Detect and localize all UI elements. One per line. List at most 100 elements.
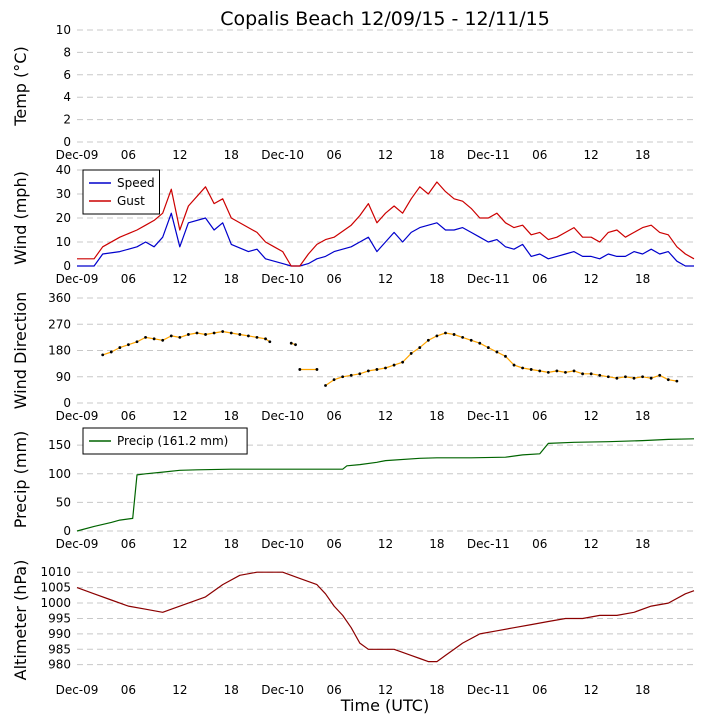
temp-ytick-label: 2 (63, 113, 71, 127)
direction-series-point (641, 375, 644, 379)
precip-xtick-label: 06 (532, 537, 547, 551)
direction-series-point (435, 334, 439, 338)
wind-legend-label: Speed (117, 176, 155, 190)
direction-series-point (624, 375, 627, 379)
direction-series-point (341, 375, 345, 379)
direction-series-point (606, 375, 610, 379)
direction-series-point (675, 379, 679, 383)
altimeter-xtick-label: 18 (635, 683, 650, 697)
altimeter-ylabel: Altimeter (hPa) (11, 560, 30, 681)
direction-series-point (109, 350, 113, 354)
direction-series-point (598, 373, 602, 377)
direction-series-point (212, 331, 216, 335)
wind-ylabel: Wind (mph) (11, 171, 30, 265)
direction-xtick-label: 18 (224, 409, 239, 423)
direction-series-point (195, 331, 199, 335)
temp-xtick-label: 12 (584, 148, 599, 162)
wind-ytick-label: 40 (56, 163, 71, 177)
direction-series-point (409, 352, 413, 355)
altimeter-series-altimeter-line (76, 571, 695, 663)
direction-ytick-label: 0 (63, 396, 71, 410)
direction-series-point (564, 370, 567, 374)
wind-ytick-label: 20 (56, 211, 71, 225)
direction-xtick-label: 18 (429, 409, 444, 423)
wind-xtick-label: Dec-09 (56, 272, 99, 286)
temp-ytick-label: 8 (63, 45, 71, 59)
direction-xtick-label: 12 (378, 409, 393, 423)
precip-xtick-label: 18 (224, 537, 239, 551)
direction-series-point (366, 369, 370, 373)
temp-xtick-label: 12 (172, 148, 187, 162)
temp-xtick-label: Dec-10 (261, 148, 304, 162)
direction-series-point (255, 335, 259, 339)
direction-series-point (546, 370, 550, 374)
wind-ytick-label: 0 (63, 259, 71, 273)
precip-legend-label: Precip (161.2 mm) (117, 434, 228, 448)
direction-series-point (495, 350, 499, 354)
altimeter-xtick-label: Dec-11 (467, 683, 510, 697)
wind-panel: 0 10 20 30 40 Dec-09 06 12 18 Dec-10 06 12 18 Dec-11 0… (11, 163, 695, 286)
altimeter-xtick-label: 12 (378, 683, 393, 697)
direction-series-point (161, 338, 165, 342)
wind-xtick-label: Dec-10 (261, 272, 304, 286)
direction-xtick-label: Dec-10 (261, 409, 304, 423)
wind-xtick-label: 06 (326, 272, 341, 286)
direction-series-point (349, 373, 353, 377)
temp-xtick-label: 18 (224, 148, 239, 162)
direction-ytick-label: 90 (56, 370, 71, 384)
direction-series-point (572, 369, 576, 373)
direction-series-point (658, 373, 662, 377)
altimeter-xtick-label: 18 (429, 683, 444, 697)
direction-series-point (315, 368, 319, 371)
direction-series-point (469, 338, 473, 342)
direction-series-point (452, 333, 456, 336)
direction-ytick-label: 180 (48, 344, 71, 358)
temp-xtick-label: 18 (635, 148, 650, 162)
precip-panel: 0 50 100 150 Dec-09 06 12 18 Dec-10 06 12 18 Dec-11 0… (11, 427, 695, 551)
precip-xtick-label: Dec-11 (467, 537, 510, 551)
temp-xtick-label: Dec-09 (56, 148, 99, 162)
precip-xtick-label: 18 (635, 537, 650, 551)
direction-series-point (581, 372, 584, 376)
direction-series-point (589, 372, 593, 376)
wind-ytick-label: 30 (56, 187, 71, 201)
wind-series-gust-line (77, 181, 695, 267)
direction-series-point (127, 343, 130, 347)
direction-xtick-label: Dec-11 (467, 409, 510, 423)
altimeter-ytick-label: 1005 (40, 581, 71, 595)
temp-xtick-label: Dec-11 (467, 148, 510, 162)
direction-series-point (294, 343, 297, 347)
precip-series-precip-line (76, 438, 695, 532)
direction-series-point (521, 366, 525, 370)
temp-xtick-label: 06 (532, 148, 547, 162)
precip-xtick-label: 12 (584, 537, 599, 551)
altimeter-ytick-label: 995 (48, 611, 71, 625)
wind-xtick-label: 12 (172, 272, 187, 286)
precip-ytick-label: 0 (63, 524, 71, 538)
direction-xtick-label: 18 (635, 409, 650, 423)
wind-xtick-label: 18 (224, 272, 239, 286)
direction-series-direction-line (102, 330, 271, 356)
direction-xtick-label: 12 (172, 409, 187, 423)
direction-series-point (101, 353, 105, 357)
altimeter-ytick-label: 990 (48, 627, 71, 641)
altimeter-ytick-label: 985 (48, 642, 71, 656)
direction-series-point (229, 331, 233, 335)
wind-legend-label: Gust (117, 194, 145, 208)
temp-xtick-label: 18 (429, 148, 444, 162)
altimeter-ytick-label: 980 (48, 658, 71, 672)
altimeter-ytick-label: 1010 (40, 565, 71, 579)
direction-panel: 0 90 180 270 360 Dec-09 06 12 18 Dec-10 06 12 18 Dec-… (11, 291, 694, 423)
wind-xtick-label: 06 (121, 272, 136, 286)
direction-series-point (444, 331, 447, 335)
direction-series-point (426, 338, 430, 342)
altimeter-xtick-label: 06 (326, 683, 341, 697)
direction-series-point (478, 341, 482, 345)
precip-ylabel: Precip (mm) (11, 431, 30, 529)
direction-series-point (512, 363, 516, 367)
wind-xtick-label: Dec-11 (467, 272, 510, 286)
x-axis-label: Time (UTC) (340, 696, 429, 715)
temp-xtick-label: 06 (326, 148, 341, 162)
direction-series-point (264, 337, 267, 341)
